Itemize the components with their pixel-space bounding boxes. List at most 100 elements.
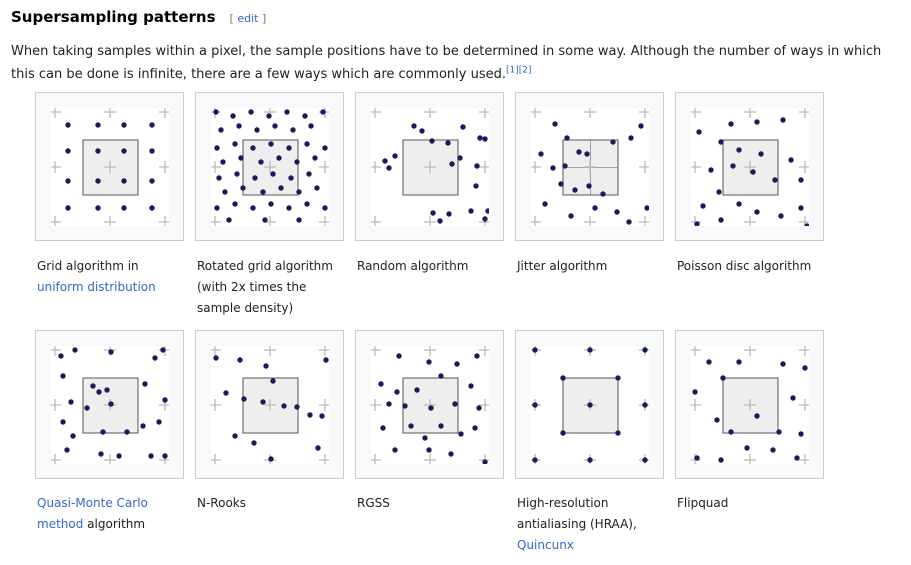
sample-point [108,349,114,355]
sample-point [84,405,90,411]
intro-text: When taking samples within a pixel, the … [11,44,882,82]
sample-point [472,425,478,431]
grid-cross-marker [744,216,756,226]
sample-point [568,213,574,219]
grid-cross-marker [211,161,221,173]
sample-point [320,109,326,115]
sample-point [482,216,488,222]
sample-point [468,383,474,389]
pattern-thumbnail[interactable] [675,330,824,479]
caption-link[interactable]: Quincunx [517,538,574,552]
sample-point [694,221,700,226]
grid-cross-marker [799,346,809,356]
caption-link[interactable]: Quasi-Monte Carlo method [37,496,148,531]
sample-point [60,419,66,425]
pattern-thumbnail[interactable] [195,92,344,241]
grid-cross-marker [104,161,116,173]
sample-point [584,151,590,157]
pattern-caption: N-Rooks [197,493,347,514]
caption-text: High-resolution antialiasing (HRAA), [517,496,637,531]
sample-point [268,141,274,147]
intro-paragraph: When taking samples within a pixel, the … [11,40,903,86]
grid-cross-marker [691,161,701,173]
sample-point [148,453,154,459]
citation-2[interactable]: [2] [518,65,532,76]
sample-point [476,405,482,411]
caption-link[interactable]: uniform distribution [37,280,156,294]
sample-point [692,389,698,395]
grid-cross-marker [264,346,276,356]
grid-cross-marker [51,399,61,411]
sample-point [142,381,148,387]
sample-point [610,139,616,145]
sample-point [437,218,443,224]
sample-point [294,159,300,165]
pattern-thumbnail[interactable] [515,330,664,479]
sample-point [718,217,724,223]
pattern-caption: Rotated grid algorithm (with 2x times th… [197,256,347,319]
sample-point [319,413,325,419]
sample-point [95,122,101,128]
sample-point [576,149,582,155]
sample-point [286,145,292,151]
grid-cross-marker [51,108,61,118]
grid-cross-marker [211,454,221,464]
grid-cross-marker [584,161,596,173]
caption-text: Jitter algorithm [517,259,608,273]
sample-pattern-diagram [211,346,329,464]
grid-cross-marker [424,108,436,118]
sample-point [95,178,101,184]
grid-cross-marker [744,108,756,118]
grid-cross-marker [51,346,61,356]
sample-point [628,135,634,141]
sample-point [714,417,720,423]
citation-1[interactable]: [1] [506,65,519,76]
sample-point [542,201,548,207]
sample-point [149,122,155,128]
sample-point [716,189,722,195]
grid-cross-marker [639,108,649,118]
grid-cross-marker [479,108,489,118]
grid-cross-marker [51,216,61,226]
sample-point [156,419,162,425]
sample-point [226,217,232,223]
grid-cross-marker [799,108,809,118]
grid-cross-marker [104,216,116,226]
sample-point [754,413,760,419]
sample-pattern-diagram [211,108,329,226]
sample-point [708,167,714,173]
sample-point [538,151,544,157]
grid-cross-marker [371,454,381,464]
sample-point [718,139,724,145]
sample-point [116,453,122,459]
pattern-thumbnail[interactable] [355,330,504,479]
edit-link[interactable]: edit [237,12,259,25]
grid-cross-marker [159,216,169,226]
grid-cross-marker [691,454,701,464]
sample-point [284,109,290,115]
pattern-thumbnail[interactable] [35,92,184,241]
sample-point [798,205,804,211]
sample-point [96,389,102,395]
pattern-thumbnail[interactable] [675,92,824,241]
sample-point [448,451,454,457]
pattern-thumbnail[interactable] [515,92,664,241]
pattern-caption: Quasi-Monte Carlo method algorithm [37,493,187,535]
sample-point [429,138,435,144]
sample-point [254,127,260,133]
sample-point [438,423,444,429]
pattern-thumbnail[interactable] [355,92,504,241]
pattern-thumbnail[interactable] [35,330,184,479]
sample-point [482,459,488,464]
sample-point [477,135,483,141]
sample-point [414,387,420,393]
citations: [1][2] [506,66,532,76]
grid-cross-marker [424,216,436,226]
sample-point [276,155,282,161]
pattern-caption: Flipquad [677,493,827,514]
grid-cross-marker [371,108,381,118]
grid-cross-marker [479,161,489,173]
pattern-thumbnail[interactable] [195,330,344,479]
sample-point [121,205,127,211]
sample-point [482,136,488,142]
